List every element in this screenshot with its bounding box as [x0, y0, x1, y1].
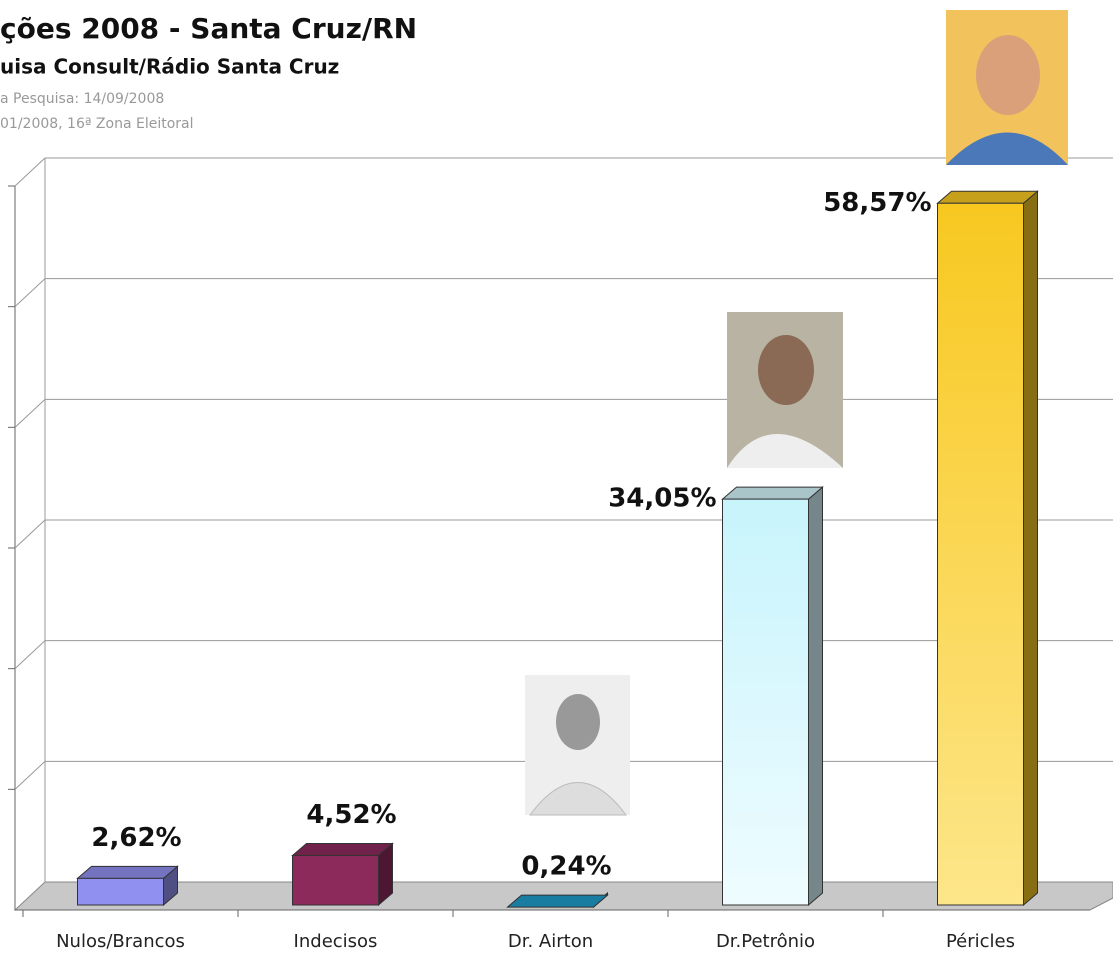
- bar-top: [293, 843, 393, 855]
- bar: [78, 878, 164, 905]
- data-label: 4,52%: [306, 800, 396, 830]
- subtitle: uisa Consult/Rádio Santa Cruz: [0, 55, 339, 79]
- chart: ções 2008 - Santa Cruz/RN uisa Consult/R…: [0, 0, 1113, 954]
- grid-line: [15, 641, 45, 669]
- grid-line: [15, 399, 45, 427]
- photo: [946, 10, 1068, 165]
- chart-title: ções 2008 - Santa Cruz/RN: [0, 12, 417, 45]
- data-label: 0,24%: [521, 852, 611, 882]
- data-label: 2,62%: [91, 823, 181, 853]
- photo: [525, 675, 630, 815]
- bar: [293, 855, 379, 905]
- x-tick-label: Indecisos: [294, 931, 378, 952]
- photo: [727, 312, 843, 468]
- data-label: 34,05%: [608, 484, 716, 514]
- bar-top: [938, 191, 1038, 203]
- note: 01/2008, 16ª Zona Eleitoral: [0, 116, 194, 132]
- x-tick-label: Dr. Airton: [508, 931, 593, 952]
- bar: [723, 499, 809, 905]
- x-tick-label: Péricles: [946, 931, 1015, 952]
- bar-side: [809, 487, 823, 905]
- bar-top: [723, 487, 823, 499]
- note: a Pesquisa: 14/09/2008: [0, 91, 164, 107]
- bar-side: [1024, 191, 1038, 905]
- grid-line: [15, 279, 45, 307]
- data-label: 58,57%: [823, 188, 931, 218]
- x-tick-label: Dr.Petrônio: [716, 931, 815, 952]
- bar-top: [508, 895, 608, 907]
- grid-line: [15, 761, 45, 789]
- bar-top: [78, 866, 178, 878]
- grid-line: [15, 520, 45, 548]
- bar: [938, 203, 1024, 905]
- grid-line: [15, 158, 45, 186]
- x-tick-label: Nulos/Brancos: [56, 931, 185, 952]
